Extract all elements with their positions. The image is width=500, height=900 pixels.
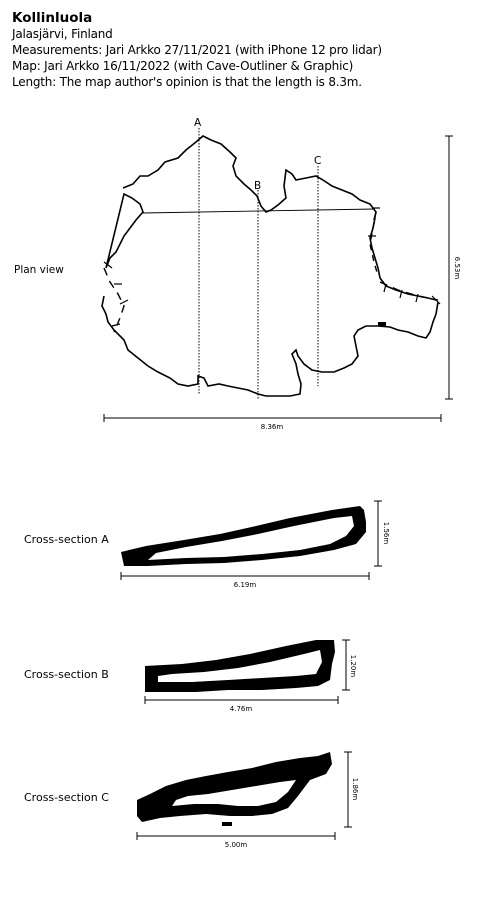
cross-section-a-label: Cross-section A bbox=[24, 533, 109, 546]
cross-section-a-width-dim-label: 6.19m bbox=[234, 581, 257, 589]
plan-view-label: Plan view bbox=[14, 264, 64, 276]
cross-section-c-small-feature bbox=[222, 822, 232, 826]
plan-open-edge-right bbox=[369, 211, 379, 277]
plan-outline bbox=[101, 135, 439, 397]
cross-section-b-label: Cross-section B bbox=[24, 668, 109, 681]
section-marker-c: C bbox=[314, 155, 321, 167]
plan-height-dim-label: 6.53m bbox=[453, 257, 461, 280]
map-header: Kollinluola Jalasjärvi, Finland Measurem… bbox=[12, 10, 482, 90]
location-line: Jalasjärvi, Finland bbox=[12, 27, 113, 41]
section-marker-a: A bbox=[194, 117, 202, 129]
cross-section-b-width-dim-label: 4.76m bbox=[230, 705, 253, 713]
cross-section-b-shape bbox=[145, 640, 335, 692]
cross-section-c-height-dim-label: 1.86m bbox=[351, 778, 359, 801]
length-line: Length: The map author's opinion is that… bbox=[12, 75, 362, 89]
plan-profile-line bbox=[142, 208, 376, 214]
cross-section-b: Cross-section B 4.76m 1.20m bbox=[24, 639, 357, 713]
cross-section-c-shape bbox=[137, 752, 332, 822]
plan-width-dim-label: 8.36m bbox=[261, 423, 284, 431]
cross-section-a: Cross-section A 6.19m 1.56m bbox=[24, 500, 390, 589]
plan-open-edge-left bbox=[103, 267, 125, 333]
cross-section-a-height-dim-label: 1.56m bbox=[382, 522, 390, 545]
plan-small-feature bbox=[378, 322, 386, 326]
measurements-line: Measurements: Jari Arkko 27/11/2021 (wit… bbox=[12, 43, 382, 57]
plan-tick-marks bbox=[103, 207, 441, 327]
map-credit-line: Map: Jari Arkko 16/11/2022 (with Cave-Ou… bbox=[12, 59, 354, 73]
section-marker-b: B bbox=[254, 180, 261, 192]
cross-section-c-label: Cross-section C bbox=[24, 791, 109, 804]
cross-section-b-height-dim-label: 1.20m bbox=[349, 655, 357, 678]
cave-title: Kollinluola bbox=[12, 10, 93, 26]
plan-open-edge-bottomright bbox=[379, 281, 439, 301]
plan-view: Plan view A B C bbox=[14, 117, 461, 431]
cross-section-c-width-dim-label: 5.00m bbox=[225, 841, 248, 849]
cross-section-c: Cross-section C 5.00m 1.86m bbox=[24, 751, 359, 849]
cross-section-a-shape bbox=[121, 506, 366, 566]
